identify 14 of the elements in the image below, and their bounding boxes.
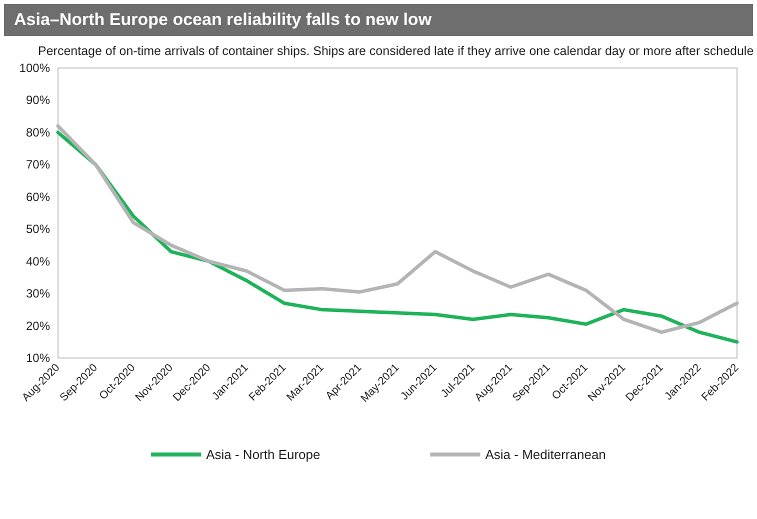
y-tick-label: 10% — [26, 351, 50, 365]
y-tick-label: 20% — [26, 318, 50, 333]
y-tick-label: 70% — [26, 158, 50, 172]
chart-title: Asia–North Europe ocean reliability falls to new low — [4, 4, 753, 36]
y-tick-label: 60% — [26, 190, 50, 204]
y-tick-label: 80% — [26, 125, 50, 140]
y-tick-label: 40% — [26, 254, 50, 268]
y-tick-label: 50% — [26, 222, 50, 236]
y-tick-label: 100% — [19, 61, 50, 75]
legend-label: Asia - North Europe — [206, 447, 320, 462]
chart-subtitle: Percentage of on-time arrivals of container ships. Ships are considered late if they arrive one calendar day or more after schedule — [37, 43, 755, 58]
y-tick-label: 90% — [26, 93, 50, 108]
y-tick-label: 30% — [26, 286, 50, 301]
legend-label: Asia - Mediterranean — [485, 447, 606, 462]
